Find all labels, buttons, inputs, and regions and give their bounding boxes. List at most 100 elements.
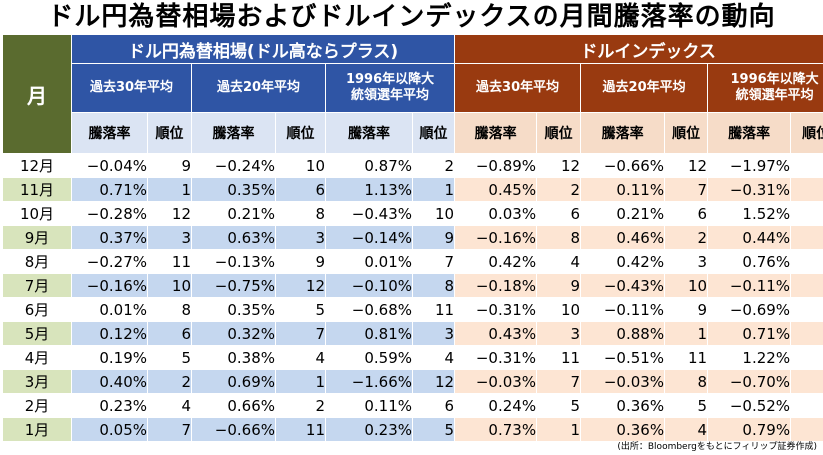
table-row: 2月 0.23% 4 0.66% 2 0.11% 6 0.24% 5 0.36%… xyxy=(2,393,823,418)
dxy-20y-rank: 2 xyxy=(664,225,709,250)
page-title: ドル円為替相場およびドルインデックスの月間騰落率の動向 xyxy=(47,2,776,32)
usdjpy-30y-rate: 0.05% xyxy=(71,417,148,442)
month-cell: 11月 xyxy=(2,177,72,202)
dxy-1996-rate: 0.79% xyxy=(707,417,792,442)
month-cell: 9月 xyxy=(2,225,72,250)
dxy-30y-rank: 5 xyxy=(536,393,582,418)
usdjpy-30y-rank: 9 xyxy=(147,153,192,178)
usdjpy-30y-header: 過去30年平均 xyxy=(71,63,192,113)
dxy-30y-rate: 0.45% xyxy=(454,177,538,202)
dxy-30y-rate: −0.89% xyxy=(454,153,538,178)
dxy-30y-rank: 1 xyxy=(536,417,582,442)
dxy-30y-rate: 0.42% xyxy=(454,249,538,274)
dxy-1996-rank: 10 xyxy=(790,297,823,322)
usdjpy-group-header: ドル円為替相場(ドル高ならプラス) xyxy=(70,34,456,64)
usdjpy-20y-rank: 12 xyxy=(275,273,326,298)
dxy-1996-rank: 4 xyxy=(790,249,823,274)
table-row: 11月 0.71% 1 0.35% 6 1.13% 1 0.45% 2 0.11… xyxy=(2,177,823,202)
usdjpy-30y-rank: 11 xyxy=(147,249,192,274)
usdjpy-1996-rate: −0.14% xyxy=(325,225,413,250)
table-row: 1月 0.05% 7 −0.66% 11 0.23% 5 0.73% 1 0.3… xyxy=(2,417,823,442)
dxy-30y-rate: −0.18% xyxy=(454,273,538,298)
dxy-1996-rate: 0.76% xyxy=(707,249,792,274)
usdjpy-30y-rank: 8 xyxy=(147,297,192,322)
dxy-20y-rank: 3 xyxy=(664,249,709,274)
usdjpy-20y-rank: 9 xyxy=(275,249,326,274)
usdjpy-30y-rate: 0.01% xyxy=(71,297,148,322)
dxy-20y-rate: −0.51% xyxy=(580,345,666,370)
dxy-1996-rank: 6 xyxy=(790,225,823,250)
usdjpy-20y-rate: 0.38% xyxy=(191,345,276,370)
usdjpy-1996-rate: −0.68% xyxy=(325,297,413,322)
usdjpy-1996-header-line1: 1996年以降大 xyxy=(345,72,435,87)
dxy-20y-rate: −0.03% xyxy=(580,369,666,394)
usdjpy-20y-rate: 0.63% xyxy=(191,225,276,250)
month-cell: 8月 xyxy=(2,249,72,274)
usdjpy-1996-rate: 0.87% xyxy=(325,153,413,178)
col-header-rank: 順位 xyxy=(147,112,192,154)
dxy-20y-rate: 0.88% xyxy=(580,321,666,346)
source-note: (出所：Bloombergをもとにフィリップ証券作成) xyxy=(617,442,817,452)
usdjpy-20y-rank: 4 xyxy=(275,345,326,370)
col-header-rate: 騰落率 xyxy=(325,112,413,154)
dxy-1996-rank: 2 xyxy=(790,345,823,370)
dxy-1996-rate: −0.70% xyxy=(707,369,792,394)
usdjpy-1996-rank: 11 xyxy=(411,297,456,322)
dxy-1996-rate: −0.69% xyxy=(707,297,792,322)
usdjpy-20y-rate: 0.32% xyxy=(191,321,276,346)
dxy-20y-rate: 0.36% xyxy=(580,393,666,418)
table-row: 6月 0.01% 8 0.35% 5 −0.68% 11 −0.31% 10 −… xyxy=(2,297,823,322)
dxy-20y-rank: 4 xyxy=(664,417,709,442)
usdjpy-1996-rate: −0.43% xyxy=(325,201,413,226)
dxy-30y-rate: 0.73% xyxy=(454,417,538,442)
usdjpy-1996-rank: 10 xyxy=(411,201,456,226)
usdjpy-1996-rank: 3 xyxy=(411,321,456,346)
col-header-rate: 騰落率 xyxy=(454,112,538,154)
usdjpy-1996-rate: 0.81% xyxy=(325,321,413,346)
table-row: 7月 −0.16% 10 −0.75% 12 −0.10% 8 −0.18% 9… xyxy=(2,273,823,298)
dxy-1996-rate: 0.44% xyxy=(707,225,792,250)
table-row: 9月 0.37% 3 0.63% 3 −0.14% 9 −0.16% 8 0.4… xyxy=(2,225,823,250)
dxy-20y-rank: 6 xyxy=(664,201,709,226)
dxy-30y-rate: −0.16% xyxy=(454,225,538,250)
usdjpy-30y-rate: 0.37% xyxy=(71,225,148,250)
dxy-group-header: ドルインデックス xyxy=(454,34,823,64)
usdjpy-1996-rate: 0.23% xyxy=(325,417,413,442)
usdjpy-30y-rate: 0.19% xyxy=(71,345,148,370)
dxy-1996-rank: 12 xyxy=(790,153,823,178)
usdjpy-20y-rate: −0.24% xyxy=(191,153,276,178)
usdjpy-1996-rank: 5 xyxy=(411,417,456,442)
dxy-1996-rate: 0.71% xyxy=(707,321,792,346)
dxy-20y-rate: 0.46% xyxy=(580,225,666,250)
usdjpy-1996-rank: 9 xyxy=(411,225,456,250)
dxy-30y-rank: 12 xyxy=(536,153,582,178)
usdjpy-1996-rank: 6 xyxy=(411,393,456,418)
usdjpy-1996-rate: −0.10% xyxy=(325,273,413,298)
dxy-20y-rate: 0.21% xyxy=(580,201,666,226)
usdjpy-30y-rate: −0.27% xyxy=(71,249,148,274)
dxy-20y-rank: 5 xyxy=(664,393,709,418)
dxy-20y-rate: −0.43% xyxy=(580,273,666,298)
monthly-returns-table: 月 ドル円為替相場(ドル高ならプラス) ドルインデックス 過去30年平均 過去2… xyxy=(2,34,823,442)
dxy-30y-rank: 11 xyxy=(536,345,582,370)
dxy-1996-header: 1996年以降大 統領選年平均 xyxy=(707,63,823,113)
dxy-30y-rank: 6 xyxy=(536,201,582,226)
dxy-30y-rate: 0.24% xyxy=(454,393,538,418)
usdjpy-20y-rate: −0.13% xyxy=(191,249,276,274)
dxy-20y-rank: 12 xyxy=(664,153,709,178)
col-header-rate: 騰落率 xyxy=(580,112,666,154)
col-header-rate: 騰落率 xyxy=(707,112,792,154)
usdjpy-1996-rank: 1 xyxy=(411,177,456,202)
usdjpy-20y-rate: 0.35% xyxy=(191,177,276,202)
usdjpy-20y-rank: 5 xyxy=(275,297,326,322)
dxy-20y-rate: 0.36% xyxy=(580,417,666,442)
dxy-1996-rate: −1.97% xyxy=(707,153,792,178)
usdjpy-1996-rank: 8 xyxy=(411,273,456,298)
col-header-rank: 順位 xyxy=(275,112,326,154)
dxy-30y-rate: 0.03% xyxy=(454,201,538,226)
usdjpy-20y-header: 過去20年平均 xyxy=(191,63,326,113)
table-row: 12月 −0.04% 9 −0.24% 10 0.87% 2 −0.89% 12… xyxy=(2,153,823,178)
usdjpy-20y-rate: −0.66% xyxy=(191,417,276,442)
dxy-30y-rate: −0.03% xyxy=(454,369,538,394)
usdjpy-30y-rate: 0.12% xyxy=(71,321,148,346)
